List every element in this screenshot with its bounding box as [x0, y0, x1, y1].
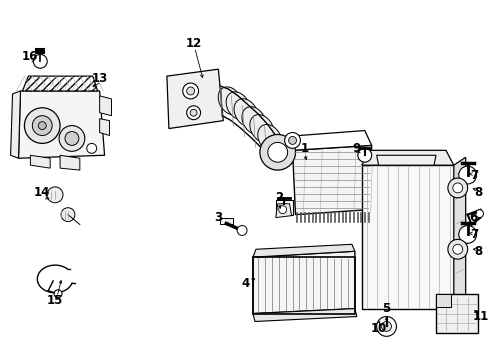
Circle shape	[61, 208, 75, 221]
Text: 7: 7	[469, 168, 478, 181]
Polygon shape	[361, 150, 453, 165]
Polygon shape	[287, 135, 299, 148]
Bar	[252, 257, 354, 314]
Circle shape	[458, 225, 476, 243]
Circle shape	[186, 87, 194, 95]
Polygon shape	[100, 119, 109, 135]
Circle shape	[259, 135, 295, 170]
Circle shape	[54, 290, 62, 298]
Text: 8: 8	[473, 186, 482, 199]
Circle shape	[447, 239, 467, 259]
Ellipse shape	[257, 125, 281, 152]
Circle shape	[183, 83, 198, 99]
Text: 1: 1	[300, 142, 308, 155]
Polygon shape	[22, 76, 98, 91]
Polygon shape	[252, 251, 354, 314]
Circle shape	[458, 166, 476, 184]
Polygon shape	[275, 200, 292, 215]
Circle shape	[381, 321, 391, 331]
Circle shape	[65, 131, 79, 145]
Ellipse shape	[249, 114, 273, 143]
Polygon shape	[252, 309, 356, 321]
Text: 4: 4	[242, 278, 250, 291]
Circle shape	[376, 316, 396, 336]
Circle shape	[47, 187, 63, 203]
Circle shape	[452, 244, 462, 254]
Polygon shape	[100, 96, 111, 116]
Circle shape	[186, 106, 200, 120]
Circle shape	[267, 143, 287, 162]
Text: 8: 8	[473, 245, 482, 258]
Ellipse shape	[234, 99, 258, 127]
Circle shape	[284, 132, 300, 148]
Text: 10: 10	[370, 322, 386, 335]
Polygon shape	[435, 294, 477, 333]
Ellipse shape	[242, 107, 265, 135]
Text: 2: 2	[274, 191, 282, 204]
Circle shape	[24, 108, 60, 143]
Ellipse shape	[218, 87, 242, 115]
Text: 3: 3	[214, 211, 222, 224]
Text: 11: 11	[471, 310, 488, 323]
Polygon shape	[11, 91, 20, 158]
Circle shape	[86, 143, 97, 153]
Polygon shape	[376, 155, 435, 165]
Text: 9: 9	[352, 142, 360, 155]
Polygon shape	[19, 91, 104, 158]
Circle shape	[38, 122, 46, 130]
Polygon shape	[166, 69, 223, 129]
Circle shape	[32, 116, 52, 135]
Text: 15: 15	[47, 294, 63, 307]
Polygon shape	[292, 131, 371, 150]
Polygon shape	[220, 217, 233, 224]
Circle shape	[190, 109, 197, 116]
Polygon shape	[275, 204, 291, 217]
Ellipse shape	[225, 92, 250, 120]
Text: 6: 6	[468, 211, 477, 224]
Circle shape	[357, 148, 371, 162]
Polygon shape	[252, 244, 354, 257]
Polygon shape	[453, 157, 465, 309]
Circle shape	[59, 126, 84, 151]
Circle shape	[288, 136, 296, 144]
Circle shape	[447, 178, 467, 198]
Text: 16: 16	[22, 50, 39, 63]
Polygon shape	[60, 155, 80, 170]
Text: 14: 14	[34, 186, 50, 199]
Polygon shape	[361, 165, 453, 309]
Circle shape	[452, 183, 462, 193]
Text: 5: 5	[382, 302, 390, 315]
Text: 12: 12	[185, 37, 202, 50]
Circle shape	[278, 206, 286, 213]
Circle shape	[475, 210, 483, 217]
Polygon shape	[435, 294, 450, 307]
Polygon shape	[30, 155, 50, 168]
Text: 13: 13	[91, 72, 107, 85]
Text: 7: 7	[469, 228, 478, 241]
Polygon shape	[292, 145, 371, 215]
Circle shape	[237, 225, 246, 235]
Circle shape	[33, 54, 47, 68]
